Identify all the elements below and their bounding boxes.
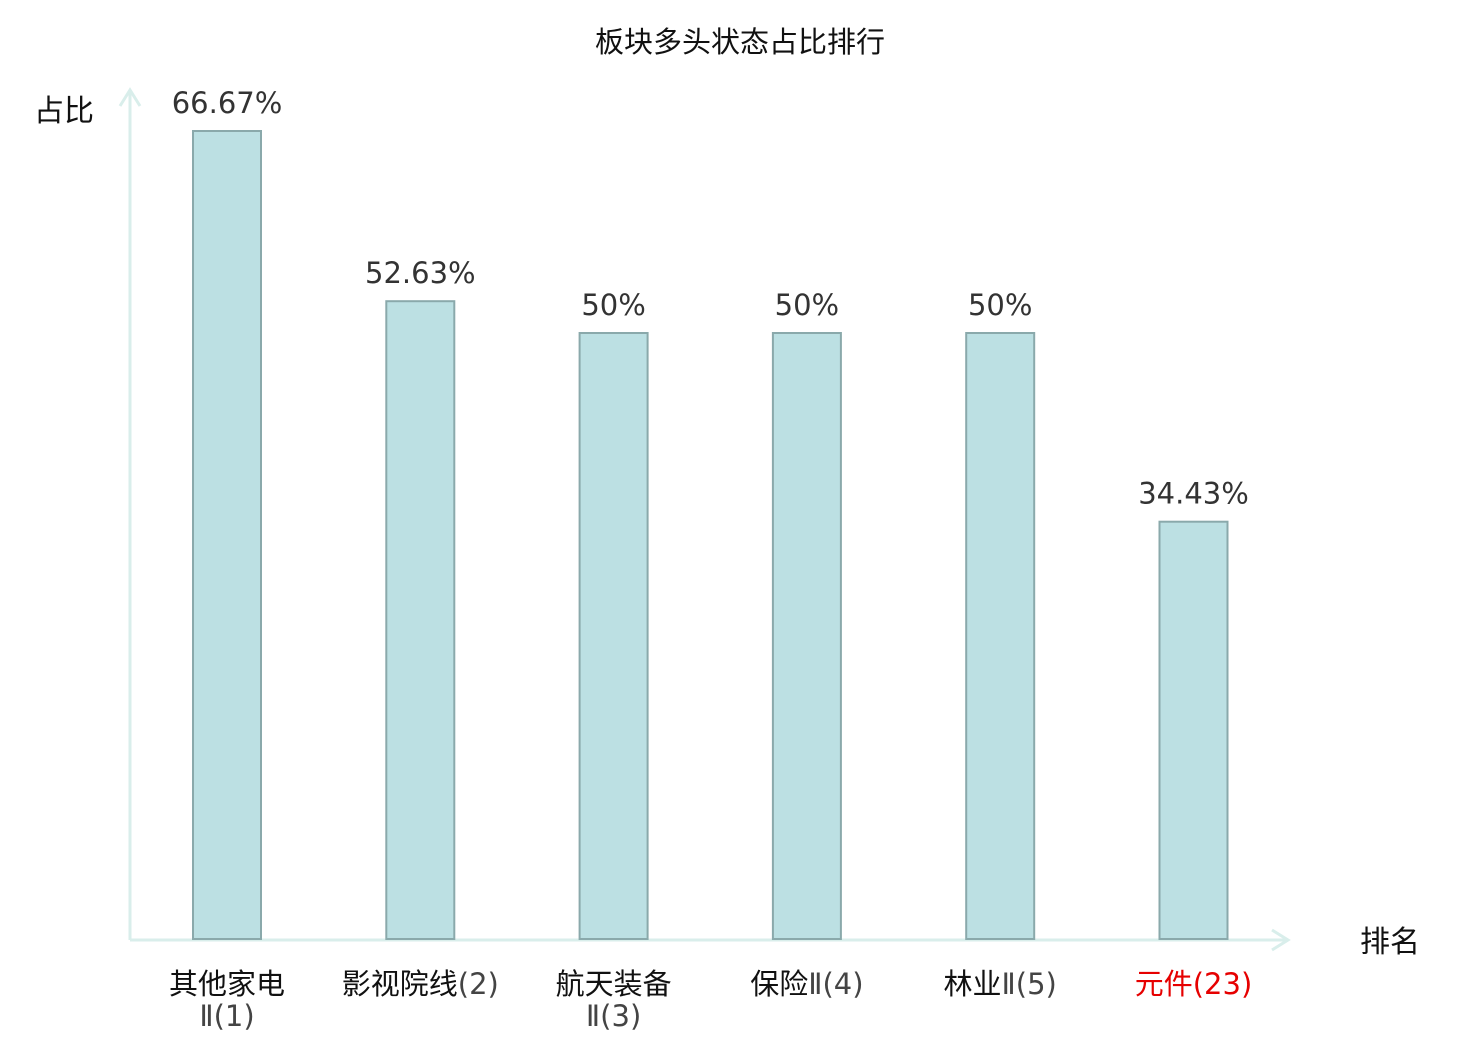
x-tick-label: 航天装备 Ⅱ(3) bbox=[556, 967, 672, 1033]
bar-value-label: 50% bbox=[581, 288, 645, 322]
x-tick-label-rank: Ⅱ(5) bbox=[1002, 967, 1057, 1001]
x-tick-label: 保险Ⅱ(4) bbox=[750, 967, 863, 1001]
x-tick-label-name: 航天装备 bbox=[556, 967, 672, 1001]
y-axis-label: 占比 bbox=[34, 94, 94, 129]
x-tick-label-name: 保险 bbox=[750, 967, 808, 1001]
category-labels-group: 其他家电 Ⅱ(1) 影视院线(2) 航天装备 Ⅱ(3) 保险Ⅱ(4) 林业Ⅱ(5) 元件(23… bbox=[169, 967, 1252, 1033]
bar bbox=[192, 130, 262, 940]
x-tick-label-name: 影视院线 bbox=[342, 967, 458, 1001]
bar-value-label: 66.67% bbox=[172, 86, 283, 120]
value-labels-group: 66.67% 52.63% 50% 50% 50% 34.43% bbox=[172, 86, 1249, 511]
x-tick-label: 其他家电 Ⅱ(1) bbox=[169, 967, 285, 1033]
x-tick-label-rank: Ⅱ(1) bbox=[199, 999, 254, 1033]
x-tick-label-rank: (23) bbox=[1193, 967, 1253, 1001]
bar-value-label: 34.43% bbox=[1138, 477, 1249, 511]
bar bbox=[1158, 520, 1229, 940]
x-tick-label: 林业Ⅱ(5) bbox=[944, 967, 1057, 1001]
chart-title: 板块多头状态占比排行 bbox=[595, 25, 885, 59]
x-tick-label: 元件(23) bbox=[1135, 967, 1253, 1001]
x-axis-arrow-icon bbox=[1271, 928, 1291, 952]
x-tick-label-name: 其他家电 bbox=[169, 967, 285, 1001]
x-tick-label-rank: Ⅱ(3) bbox=[586, 999, 641, 1033]
x-tick-label-name: 元件 bbox=[1135, 967, 1193, 1001]
bar-value-label: 50% bbox=[775, 288, 839, 322]
y-axis-arrow-icon bbox=[118, 87, 142, 107]
x-tick-label-name: 林业 bbox=[944, 967, 1002, 1001]
x-tick-label-rank: (2) bbox=[458, 967, 499, 1001]
x-axis-label: 排名 bbox=[1360, 925, 1420, 960]
bars-group bbox=[192, 130, 1229, 940]
bar-value-label: 50% bbox=[968, 288, 1032, 322]
x-tick-label: 影视院线(2) bbox=[342, 967, 499, 1001]
axes bbox=[118, 87, 1291, 952]
bar bbox=[965, 332, 1036, 940]
x-tick-label-rank: Ⅱ(4) bbox=[808, 967, 863, 1001]
bar-value-label: 52.63% bbox=[365, 256, 476, 290]
bar bbox=[771, 332, 842, 940]
bar bbox=[385, 300, 456, 940]
bar bbox=[578, 332, 649, 940]
